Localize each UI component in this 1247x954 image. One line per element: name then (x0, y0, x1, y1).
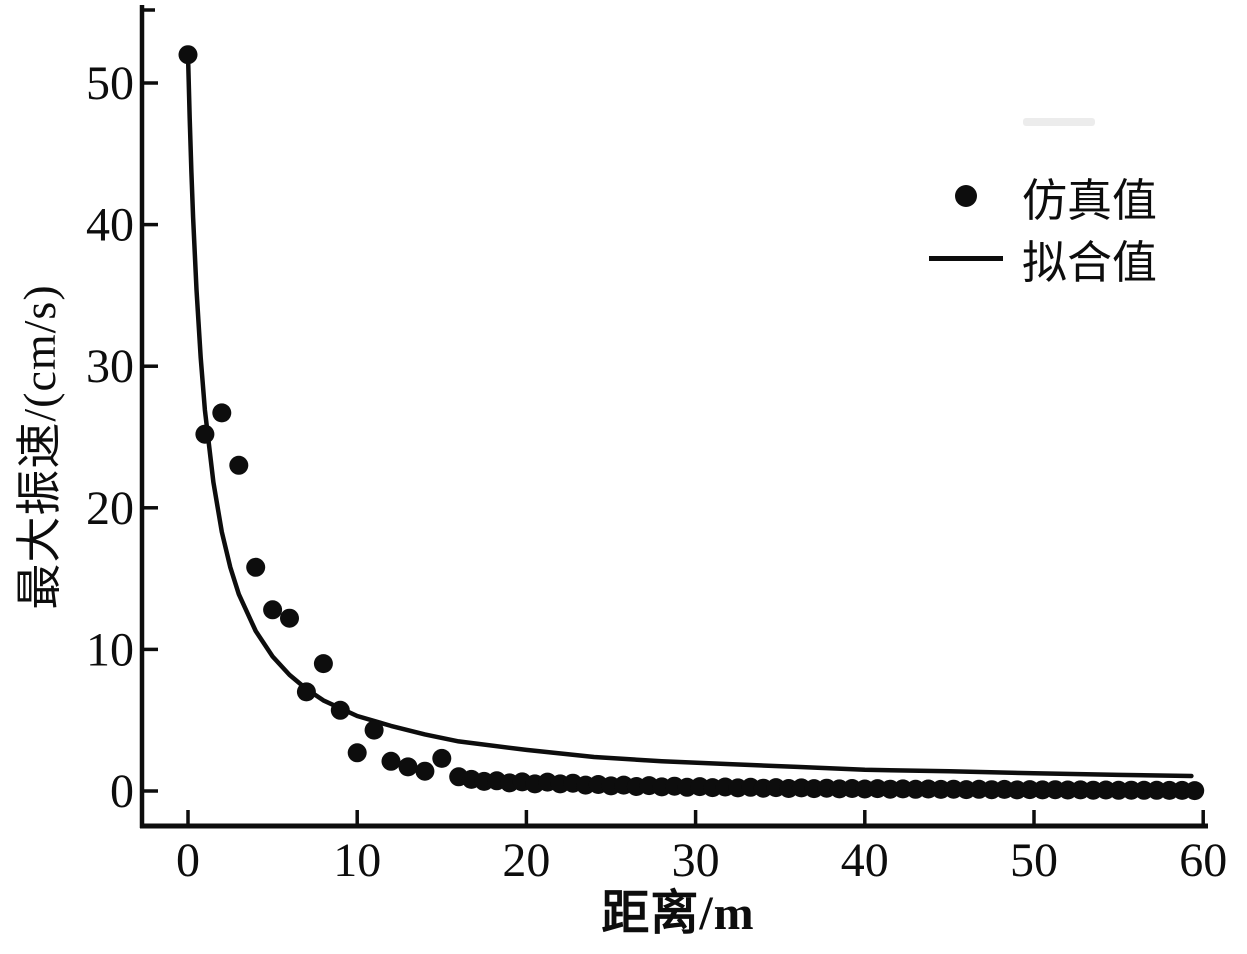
data-point (432, 748, 452, 768)
data-point (330, 700, 350, 720)
data-point (381, 751, 401, 771)
data-point (178, 45, 198, 65)
y-tick-label: 20 (86, 482, 134, 535)
y-tick-label: 30 (86, 340, 134, 393)
y-tick-label: 10 (86, 623, 134, 676)
x-tick-label: 30 (672, 834, 720, 887)
legend-label-fit: 拟合值 (1022, 237, 1158, 288)
x-tick-label: 60 (1179, 834, 1227, 887)
x-tick-label: 20 (502, 834, 550, 887)
data-point (296, 682, 316, 702)
data-point (415, 761, 435, 781)
data-point (347, 743, 367, 763)
line-marker-icon (929, 255, 1003, 261)
data-point (280, 608, 299, 628)
legend-marker-cell (924, 185, 1008, 207)
legend-label-simulation: 仿真值 (1022, 175, 1158, 226)
legend: 仿真值 拟合值 (924, 168, 1157, 288)
data-point (364, 720, 384, 740)
scatter-dot-marker-icon (955, 185, 977, 207)
data-point (1185, 781, 1205, 801)
x-tick-label: 50 (1010, 834, 1058, 887)
data-point (263, 600, 283, 620)
x-axis-title: 距离/m (601, 887, 755, 940)
data-point (212, 403, 232, 423)
data-point (398, 757, 418, 777)
y-tick-label: 50 (86, 57, 134, 110)
legend-item-fit: 拟合值 (924, 230, 1157, 288)
y-tick-label: 0 (110, 765, 134, 818)
x-tick-label: 10 (333, 834, 381, 887)
data-point (229, 455, 249, 475)
x-tick-label: 40 (841, 834, 889, 887)
data-point (195, 424, 215, 444)
scan-artifact (1023, 118, 1095, 126)
y-axis-title: 最大振速/(cm/s) (14, 284, 65, 610)
legend-marker-cell (924, 255, 1008, 261)
x-tick-label: 0 (176, 834, 200, 887)
data-point (246, 557, 266, 577)
legend-item-simulation: 仿真值 (924, 168, 1157, 226)
data-point (313, 654, 333, 674)
y-tick-label: 40 (86, 199, 134, 252)
